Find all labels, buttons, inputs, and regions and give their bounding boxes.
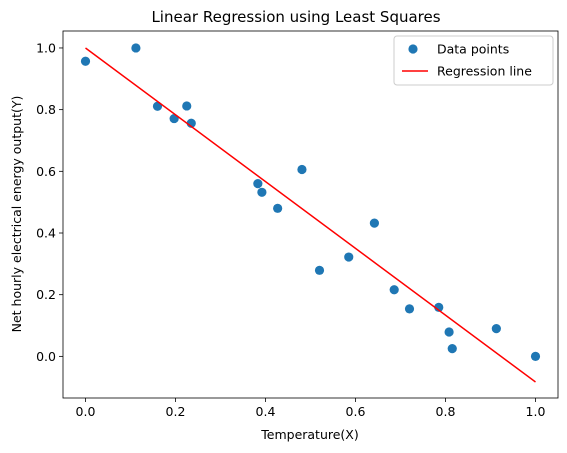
x-tick-label: 0.4 xyxy=(256,404,276,419)
data-point xyxy=(447,344,457,354)
y-tick-label: 0.2 xyxy=(36,287,56,302)
data-point xyxy=(344,252,354,262)
y-axis-label: Net hourly electrical energy output(Y) xyxy=(9,96,24,333)
x-tick-label: 0.0 xyxy=(76,404,96,419)
data-point xyxy=(273,203,283,213)
data-point xyxy=(434,302,444,312)
plot-frame xyxy=(62,30,559,399)
legend-label-regression-line: Regression line xyxy=(437,64,532,79)
legend-box xyxy=(393,35,554,86)
plot-area xyxy=(80,43,541,383)
data-point xyxy=(253,179,263,189)
data-point xyxy=(257,187,267,197)
regression-line xyxy=(85,47,536,383)
chart-title: Linear Regression using Least Squares xyxy=(151,8,440,26)
x-tick-label: 0.8 xyxy=(436,404,456,419)
y-tick-label: 0.0 xyxy=(36,349,56,364)
data-point xyxy=(444,327,454,337)
data-point xyxy=(389,285,399,295)
legend: Data points Regression line xyxy=(393,35,554,86)
y-tick-label: 0.4 xyxy=(36,226,56,241)
legend-label-data-points: Data points xyxy=(437,42,509,57)
data-point xyxy=(314,265,325,275)
legend-marker-data-points xyxy=(408,44,418,54)
data-point xyxy=(80,56,91,66)
y-axis-ticks: 0.0 0.2 0.4 0.6 0.8 1.0 xyxy=(36,40,63,364)
x-tick-label: 0.6 xyxy=(346,404,366,419)
x-axis-label: Temperature(X) xyxy=(260,427,359,442)
data-point xyxy=(369,218,379,228)
y-tick-label: 0.8 xyxy=(36,102,56,117)
y-tick-label: 0.6 xyxy=(36,164,56,179)
x-axis-ticks: 0.0 0.2 0.4 0.6 0.8 1.0 xyxy=(76,398,546,419)
data-point xyxy=(404,304,415,314)
data-point xyxy=(182,101,192,111)
data-point xyxy=(530,351,541,361)
data-point xyxy=(297,164,307,175)
x-tick-label: 1.0 xyxy=(526,404,546,419)
data-point xyxy=(131,43,141,53)
x-tick-label: 0.2 xyxy=(166,404,186,419)
y-tick-label: 1.0 xyxy=(36,40,56,55)
data-point xyxy=(491,324,501,334)
